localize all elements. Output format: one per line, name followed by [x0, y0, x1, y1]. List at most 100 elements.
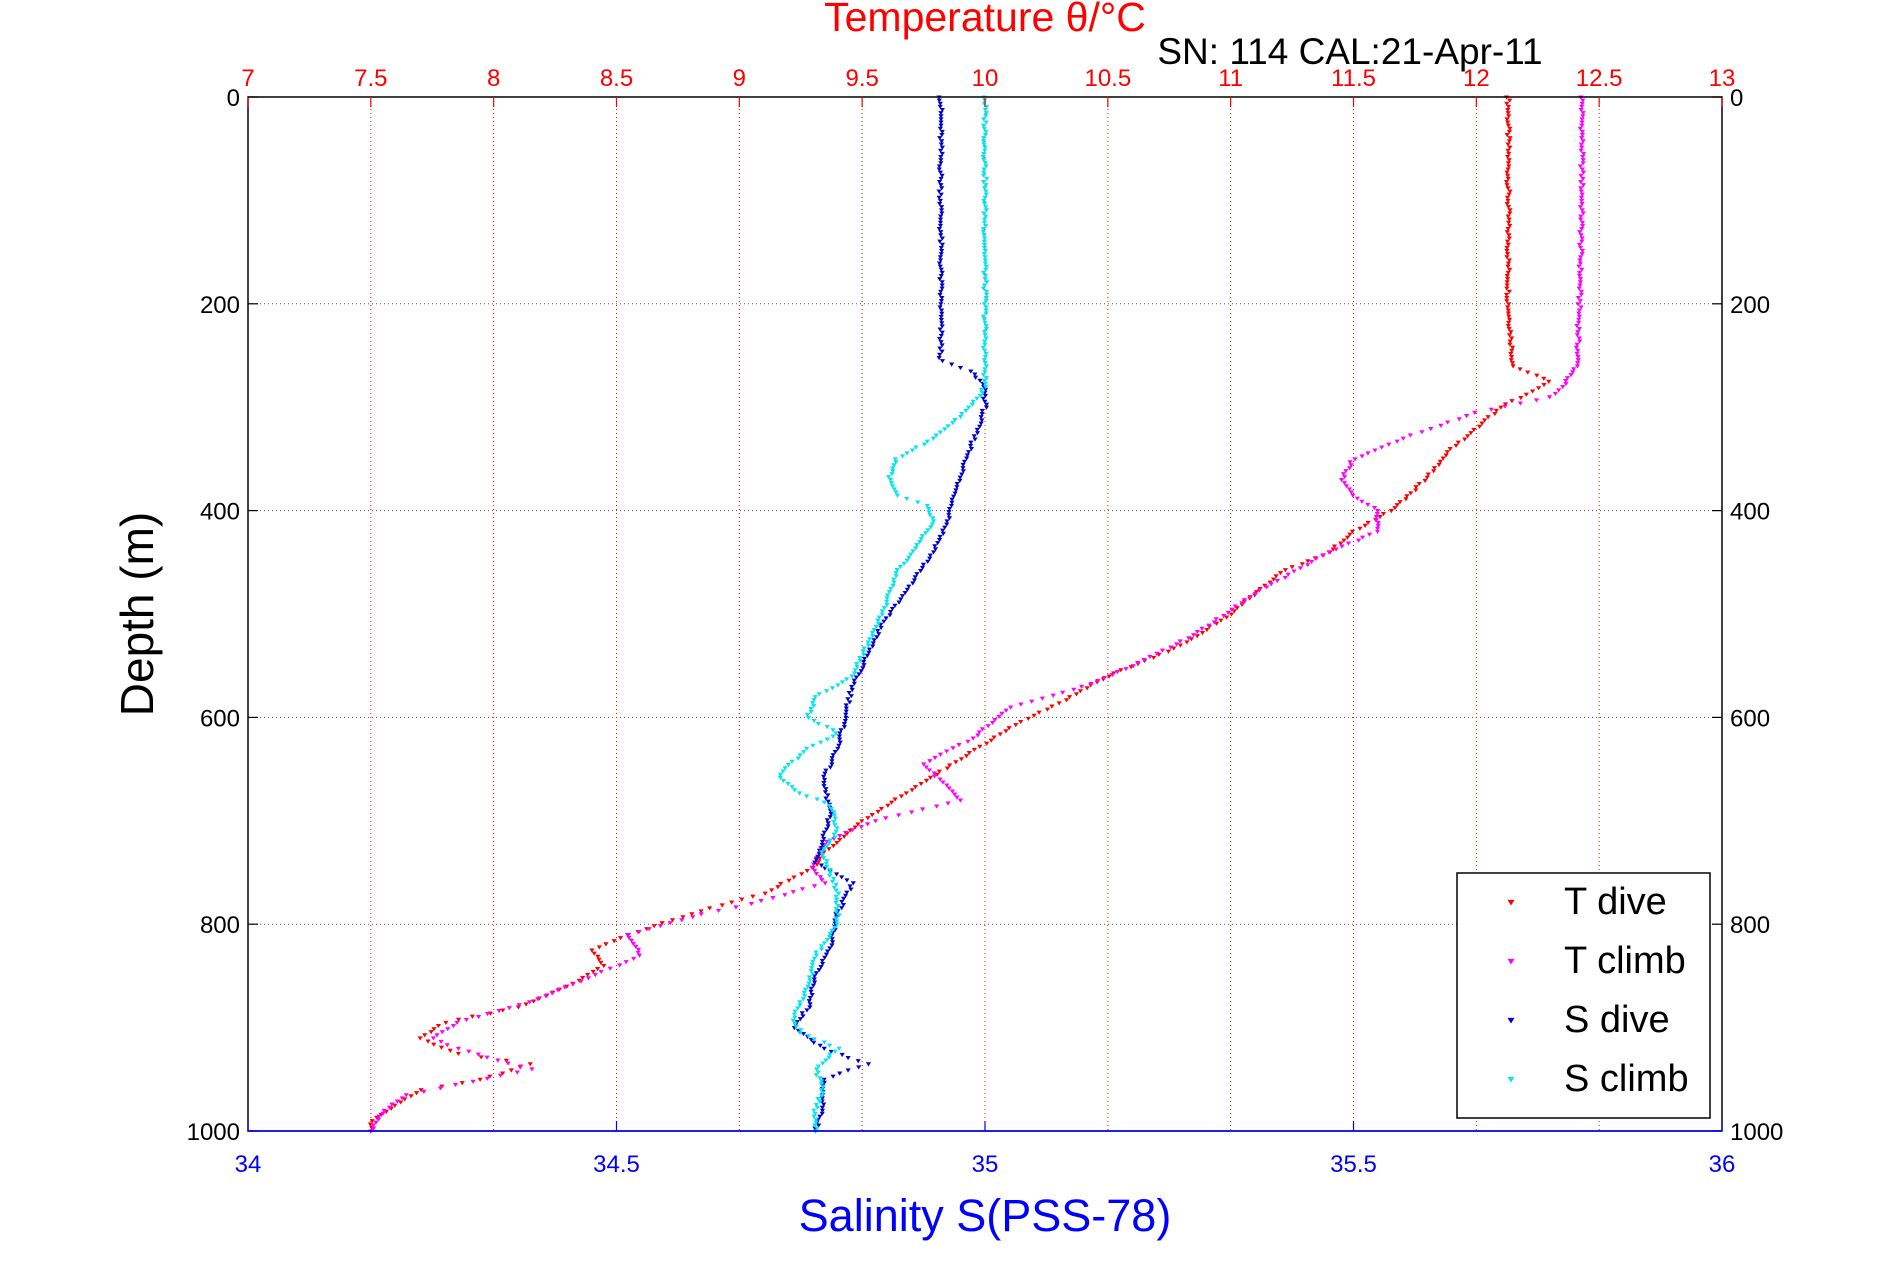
data-point: [1394, 503, 1400, 508]
data-point: [807, 978, 813, 983]
data-point: [983, 264, 989, 269]
data-point: [983, 289, 989, 294]
data-point: [1579, 248, 1586, 254]
data-point: [883, 599, 890, 604]
data-point: [816, 1123, 822, 1128]
top-tick-label: 10.5: [1084, 65, 1131, 92]
data-point: [778, 881, 784, 887]
data-point: [926, 768, 933, 773]
data-point: [789, 759, 795, 764]
data-point: [865, 1062, 872, 1067]
data-point: [1579, 145, 1585, 150]
data-point: [1241, 598, 1248, 603]
data-point: [819, 1093, 825, 1099]
data-point: [1578, 148, 1584, 153]
y-tick-label-right: 600: [1730, 705, 1770, 732]
data-point: [937, 220, 944, 225]
data-point: [914, 543, 920, 548]
data-point: [984, 741, 990, 746]
data-point: [936, 189, 942, 194]
data-point: [792, 1015, 798, 1020]
data-point: [818, 1079, 824, 1084]
data-point: [979, 418, 985, 423]
data-point: [936, 98, 942, 103]
data-point: [1479, 421, 1485, 426]
data-point: [515, 1005, 522, 1010]
data-point: [875, 809, 881, 815]
data-point: [939, 236, 945, 241]
data-point: [1506, 220, 1512, 225]
data-point: [459, 1081, 465, 1086]
data-point: [983, 311, 989, 316]
data-point: [795, 756, 801, 761]
data-point: [373, 1120, 379, 1125]
data-point: [983, 295, 989, 301]
data-point: [904, 496, 910, 502]
data-point: [1579, 129, 1585, 135]
data-point: [791, 1012, 798, 1017]
data-point: [698, 912, 704, 917]
data-point: [824, 859, 830, 864]
data-point: [921, 442, 927, 447]
data-point: [811, 1040, 817, 1045]
data-point: [1357, 526, 1363, 531]
data-point: [982, 148, 988, 153]
data-point: [981, 270, 987, 276]
data-point: [892, 797, 898, 802]
data-point: [1228, 612, 1235, 617]
data-point: [827, 873, 833, 879]
data-point: [1517, 367, 1523, 372]
data-point: [846, 691, 852, 696]
data-point: [952, 418, 958, 423]
data-point: [1580, 139, 1586, 144]
data-point: [830, 734, 836, 739]
data-point: [1579, 101, 1585, 106]
data-point: [982, 236, 988, 241]
data-point: [946, 513, 952, 518]
data-point: [820, 1085, 826, 1090]
data-point: [985, 724, 991, 729]
data-point: [1523, 392, 1529, 397]
data-point: [859, 819, 865, 824]
data-point: [1504, 101, 1510, 106]
data-point: [617, 963, 623, 968]
data-point: [811, 956, 817, 961]
data-point: [918, 782, 924, 787]
data-point: [1504, 133, 1510, 138]
data-point: [1341, 538, 1347, 543]
data-point: [445, 1027, 451, 1032]
data-point: [1575, 358, 1581, 363]
data-point: [1580, 211, 1586, 216]
data-point: [1342, 475, 1348, 480]
data-point: [983, 376, 990, 381]
data-point: [972, 375, 979, 380]
data-point: [1199, 631, 1206, 636]
data-point: [982, 107, 989, 113]
data-point: [983, 336, 989, 341]
data-point: [884, 602, 890, 608]
data-point: [1507, 223, 1513, 229]
data-point: [1177, 643, 1184, 648]
data-point: [983, 323, 989, 329]
data-point: [1534, 373, 1540, 378]
data-point: [591, 951, 597, 956]
data-point: [1574, 342, 1580, 347]
data-point: [873, 624, 879, 630]
data-point: [983, 292, 990, 297]
top-tick-label: 7.5: [354, 65, 387, 92]
data-point: [1509, 348, 1515, 353]
data-point: [1506, 129, 1512, 135]
data-point: [811, 704, 817, 709]
data-point: [809, 865, 815, 870]
data-point: [934, 804, 940, 809]
data-point: [1013, 723, 1019, 728]
y-tick-label-left: 400: [200, 499, 240, 526]
data-point: [811, 1037, 817, 1042]
data-point: [1371, 505, 1378, 511]
data-point: [1579, 123, 1585, 128]
data-point: [957, 475, 963, 480]
data-point: [1504, 117, 1510, 122]
data-point: [1377, 514, 1383, 520]
data-point: [819, 958, 825, 963]
data-point: [808, 989, 814, 995]
